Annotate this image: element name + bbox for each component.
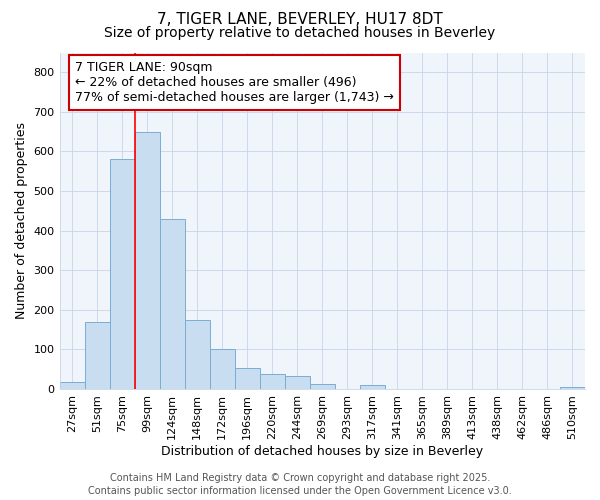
Text: 7 TIGER LANE: 90sqm
← 22% of detached houses are smaller (496)
77% of semi-detac: 7 TIGER LANE: 90sqm ← 22% of detached ho… [76,61,394,104]
Bar [260,374,285,389]
Bar [360,385,385,389]
Y-axis label: Number of detached properties: Number of detached properties [15,122,28,319]
Bar [185,320,209,389]
Bar [134,132,160,389]
Text: 7, TIGER LANE, BEVERLEY, HU17 8DT: 7, TIGER LANE, BEVERLEY, HU17 8DT [157,12,443,28]
Bar [310,384,335,389]
Bar [285,376,310,389]
Bar [110,158,134,389]
X-axis label: Distribution of detached houses by size in Beverley: Distribution of detached houses by size … [161,444,484,458]
Text: Contains HM Land Registry data © Crown copyright and database right 2025.
Contai: Contains HM Land Registry data © Crown c… [88,473,512,496]
Bar [560,387,585,389]
Bar [209,349,235,389]
Text: Size of property relative to detached houses in Beverley: Size of property relative to detached ho… [104,26,496,40]
Bar [85,322,110,389]
Bar [160,219,185,389]
Bar [235,368,260,389]
Bar [59,382,85,389]
